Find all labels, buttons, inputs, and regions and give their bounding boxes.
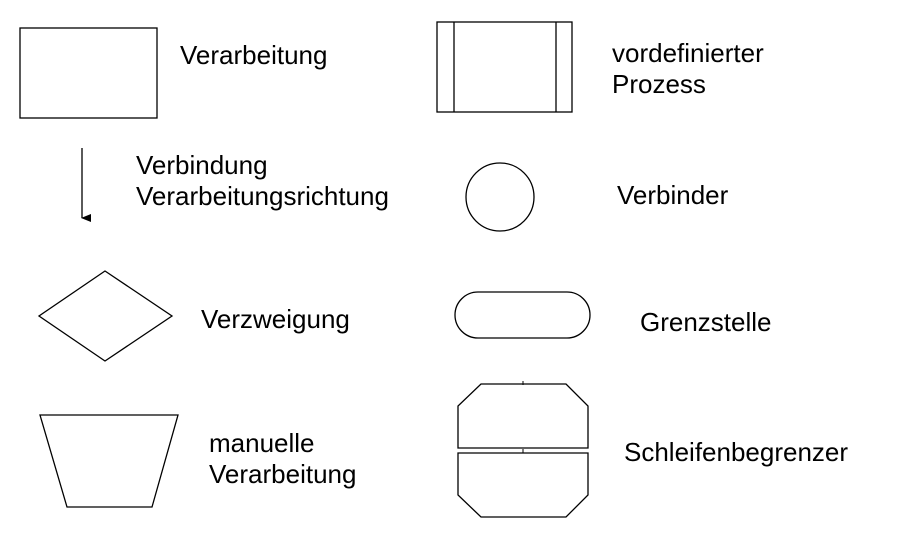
loop-limit-start-shape (457, 383, 589, 449)
predefined-process-symbol (436, 21, 573, 113)
branch-label: Verzweigung (201, 304, 350, 334)
terminal-label: Grenzstelle (640, 307, 772, 337)
process-rectangle-symbol (19, 27, 158, 119)
predefined-process-label-line1: vordefinierter (612, 38, 764, 68)
manual-processing-label-line1: manuelle (209, 428, 315, 458)
connection-label-line2: Verarbeitungsrichtung (136, 181, 389, 211)
predefined-process-label-line2: Prozess (612, 69, 706, 99)
loop-limit-end-shape (457, 452, 589, 518)
connector-label: Verbinder (617, 180, 729, 210)
connection-label: Verbindung Verarbeitungsrichtung (136, 150, 389, 212)
terminal-rounded-symbol (454, 291, 591, 339)
manual-operation-trapezoid-symbol (39, 414, 179, 508)
predefined-process-label: vordefinierter Prozess (612, 38, 764, 100)
loop-limit-symbol (457, 381, 589, 518)
manual-processing-label: manuelle Verarbeitung (209, 428, 356, 490)
loop-limit-label: Schleifenbegrenzer (624, 437, 849, 467)
connection-label-line1: Verbindung (136, 150, 268, 180)
manual-processing-label-line2: Verarbeitung (209, 459, 357, 489)
connector-circle-symbol (465, 162, 535, 232)
processing-label: Verarbeitung (180, 40, 328, 70)
decision-diamond-symbol (37, 270, 174, 362)
